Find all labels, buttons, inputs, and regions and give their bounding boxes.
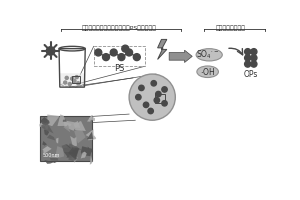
Text: OPs: OPs xyxy=(244,70,258,79)
Polygon shape xyxy=(67,143,82,150)
Circle shape xyxy=(151,81,156,86)
Circle shape xyxy=(64,81,67,84)
Circle shape xyxy=(68,83,71,86)
Circle shape xyxy=(95,49,102,56)
Polygon shape xyxy=(70,136,77,147)
Polygon shape xyxy=(42,146,52,153)
Circle shape xyxy=(156,91,161,97)
Circle shape xyxy=(75,76,78,79)
Polygon shape xyxy=(47,115,59,126)
Circle shape xyxy=(251,49,257,55)
Polygon shape xyxy=(44,160,54,164)
Bar xyxy=(72,76,80,83)
Polygon shape xyxy=(75,121,86,131)
Ellipse shape xyxy=(197,66,218,78)
Polygon shape xyxy=(47,134,55,140)
Polygon shape xyxy=(90,155,93,165)
Polygon shape xyxy=(60,73,85,87)
Polygon shape xyxy=(64,121,71,127)
Circle shape xyxy=(46,47,55,55)
Polygon shape xyxy=(63,119,67,122)
Polygon shape xyxy=(65,144,71,149)
Circle shape xyxy=(73,79,76,83)
Circle shape xyxy=(154,98,160,103)
Polygon shape xyxy=(81,152,87,159)
Polygon shape xyxy=(68,154,77,161)
Polygon shape xyxy=(68,147,79,160)
Circle shape xyxy=(143,102,149,108)
Bar xyxy=(94,46,145,66)
Circle shape xyxy=(244,49,251,55)
Polygon shape xyxy=(55,146,64,159)
Polygon shape xyxy=(49,155,59,158)
Circle shape xyxy=(251,55,257,61)
Polygon shape xyxy=(58,114,68,126)
Polygon shape xyxy=(88,136,96,140)
Polygon shape xyxy=(71,157,78,163)
Text: 纳米地聚物材料可见光下活化PS产生自由基: 纳米地聚物材料可见光下活化PS产生自由基 xyxy=(82,26,157,31)
Text: $\cdot$OH: $\cdot$OH xyxy=(200,66,215,77)
Polygon shape xyxy=(63,125,70,132)
Circle shape xyxy=(126,49,133,56)
Polygon shape xyxy=(44,130,49,135)
Polygon shape xyxy=(50,155,60,161)
Circle shape xyxy=(244,55,251,61)
Circle shape xyxy=(70,77,74,80)
Polygon shape xyxy=(61,144,74,152)
Circle shape xyxy=(139,85,144,91)
Circle shape xyxy=(129,74,175,120)
Polygon shape xyxy=(64,121,79,131)
Polygon shape xyxy=(41,122,53,133)
Circle shape xyxy=(133,54,140,61)
Polygon shape xyxy=(45,123,49,132)
Polygon shape xyxy=(85,129,94,138)
FancyArrow shape xyxy=(169,50,192,62)
Circle shape xyxy=(77,82,80,85)
Polygon shape xyxy=(63,147,79,158)
Polygon shape xyxy=(42,141,47,146)
Polygon shape xyxy=(53,161,59,163)
Text: PS: PS xyxy=(114,64,124,73)
Circle shape xyxy=(136,94,141,100)
Polygon shape xyxy=(39,122,49,127)
Circle shape xyxy=(122,45,129,52)
Circle shape xyxy=(65,76,68,79)
Circle shape xyxy=(162,101,167,106)
Bar xyxy=(40,116,92,161)
Polygon shape xyxy=(74,129,86,143)
Polygon shape xyxy=(87,115,93,122)
Circle shape xyxy=(251,61,257,67)
Polygon shape xyxy=(74,121,80,128)
Polygon shape xyxy=(158,39,167,59)
Bar xyxy=(155,94,164,103)
Circle shape xyxy=(103,54,110,61)
Polygon shape xyxy=(56,138,58,144)
Text: SO$_4$$^{\cdot-}$: SO$_4$$^{\cdot-}$ xyxy=(196,49,219,61)
Circle shape xyxy=(110,49,117,56)
Text: 500nm: 500nm xyxy=(43,153,60,158)
Circle shape xyxy=(244,61,251,67)
Circle shape xyxy=(118,54,125,61)
Ellipse shape xyxy=(196,49,222,61)
Polygon shape xyxy=(40,117,50,126)
Polygon shape xyxy=(81,146,93,156)
Circle shape xyxy=(162,87,167,92)
Polygon shape xyxy=(87,147,89,150)
Text: 自由基与目标反应: 自由基与目标反应 xyxy=(216,26,246,31)
Polygon shape xyxy=(89,116,95,121)
Polygon shape xyxy=(87,132,93,139)
Circle shape xyxy=(148,108,153,114)
